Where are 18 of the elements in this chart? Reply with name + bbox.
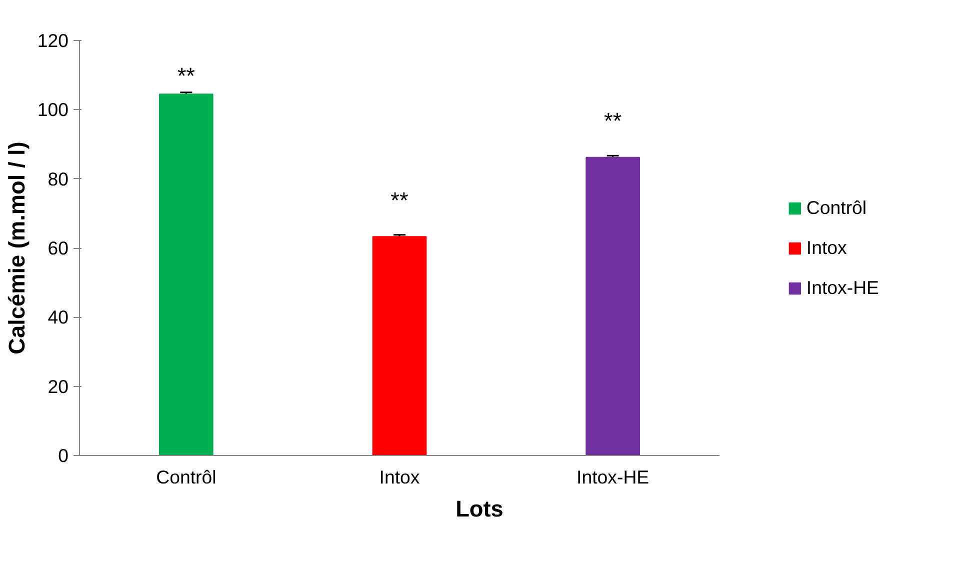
x-tick-label: Contrôl: [156, 466, 216, 488]
x-tick-label: Intox-HE: [576, 466, 650, 488]
y-tick-label: 20: [48, 376, 69, 397]
y-tick-label: 40: [48, 306, 69, 328]
legend-label: Contrôl: [806, 196, 867, 218]
y-tick-label: 120: [37, 30, 69, 51]
y-tick-label: 60: [48, 238, 69, 258]
x-tick-label: Intox: [379, 466, 420, 488]
y-tick-label: 100: [37, 99, 69, 120]
annotation: **: [390, 186, 408, 213]
y-tick-label: 0: [58, 445, 69, 466]
legend-label: Intox-HE: [806, 276, 879, 298]
y-tick-label: 80: [48, 168, 69, 190]
annotation: **: [177, 62, 196, 88]
annotation: **: [604, 108, 622, 134]
y-axis-title: Calcémie (m.mol / l): [3, 142, 30, 354]
x-axis-title: Lots: [456, 496, 504, 522]
legend-label: Intox: [806, 236, 847, 258]
